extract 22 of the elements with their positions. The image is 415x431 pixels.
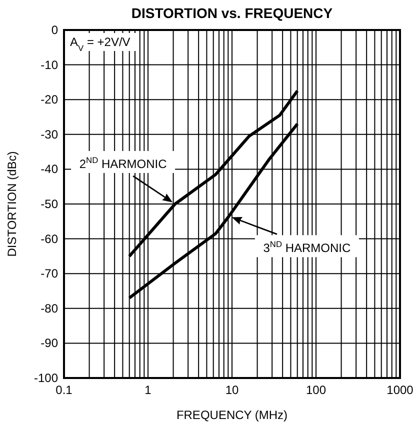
x-tick-label: 10 bbox=[225, 383, 239, 397]
x-axis-title: FREQUENCY (MHz) bbox=[176, 408, 288, 422]
y-tick-label: -40 bbox=[40, 162, 58, 176]
y-tick-label: -100 bbox=[34, 371, 58, 385]
y-tick-label: -90 bbox=[40, 336, 58, 350]
annotation: A$_{V}$ = +2V/V bbox=[70, 35, 130, 53]
x-tick-label: 100 bbox=[306, 383, 326, 397]
y-tick-label: -20 bbox=[40, 92, 58, 107]
x-tick-label: 0.1 bbox=[56, 383, 73, 397]
y-tick-label: -30 bbox=[40, 127, 58, 142]
x-tick-label: 1000 bbox=[386, 383, 414, 397]
x-tick-label: 1 bbox=[144, 383, 152, 397]
legend-label: 3$^{ND}$ HARMONIC bbox=[263, 239, 352, 256]
y-tick-label: -60 bbox=[40, 232, 58, 246]
chart-title: DISTORTION vs. FREQUENCY bbox=[131, 5, 334, 21]
text: 2$^{ND}$ HARMONIC bbox=[79, 155, 168, 171]
y-tick-label: -50 bbox=[40, 197, 58, 211]
y-tick-label: -80 bbox=[40, 301, 58, 316]
y-tick-label: 0 bbox=[51, 23, 58, 37]
y-tick-label: -10 bbox=[40, 58, 58, 72]
y-tick-label: -70 bbox=[40, 266, 58, 281]
y-axis-title: DISTORTION (dBc) bbox=[5, 151, 19, 257]
